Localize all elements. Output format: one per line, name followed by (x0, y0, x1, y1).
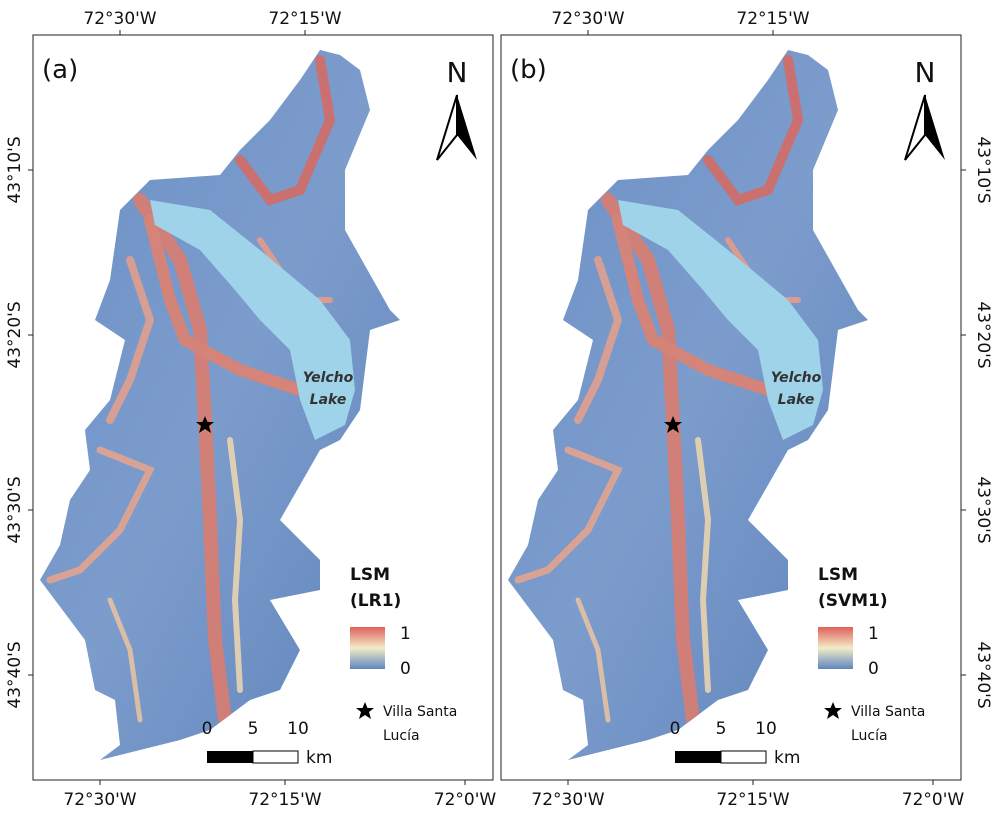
legend-max: 1 (400, 624, 411, 644)
north-label: N (447, 56, 468, 89)
panel-label: (b) (510, 55, 547, 85)
lat-tick-label: 43°10'S (973, 136, 993, 203)
legend-model: (SVM1) (818, 591, 888, 611)
town-label: Lucía (383, 728, 420, 744)
lat-tick-label: 43°30'S (973, 476, 993, 543)
north-arrow-right (457, 95, 477, 160)
lat-tick-label: 43°10'S (5, 136, 25, 203)
legend-model: (LR1) (350, 591, 401, 611)
scale-label: 5 (716, 719, 727, 739)
legend-star (824, 702, 842, 719)
lon-tick-label: 72°30'W (551, 9, 624, 29)
legend-title: LSM (350, 565, 390, 585)
lon-tick-label: 72°15'W (248, 790, 321, 810)
lake-label: Yelcho (771, 370, 822, 386)
lon-tick-label: 72°15'W (716, 790, 789, 810)
map-panel: (b) 72°30'W 72°15'W 72°30'W 72°15'W 72°0'W 43°… (498, 9, 993, 810)
lon-tick-label: 72°15'W (268, 9, 341, 29)
town-marker (196, 416, 214, 433)
lake-label: Yelcho (303, 370, 354, 386)
legend-min: 0 (868, 659, 879, 679)
scale-bar-black (207, 751, 253, 763)
lake-label: Lake (778, 392, 815, 408)
lon-tick-label: 72°0'W (902, 790, 965, 810)
lat-tick-label: 43°30'S (5, 476, 25, 543)
scale-unit: km (306, 748, 332, 768)
legend-max: 1 (868, 624, 879, 644)
panel-label: (a) (42, 55, 78, 85)
town-marker (664, 416, 682, 433)
scale-label: 0 (670, 719, 681, 739)
lat-tick-label: 43°40'S (973, 641, 993, 708)
legend-ramp (350, 627, 385, 669)
scale-bar-white (252, 750, 299, 764)
scale-label: 0 (202, 719, 213, 739)
scale-label: 5 (248, 719, 259, 739)
scale-unit: km (774, 748, 800, 768)
scale-bar-black (675, 751, 721, 763)
north-label: N (915, 56, 936, 89)
town-label: Villa Santa (851, 704, 925, 720)
scale-label: 10 (287, 719, 309, 739)
lon-tick-label: 72°30'W (531, 790, 604, 810)
lon-tick-label: 72°30'W (83, 9, 156, 29)
legend-ramp (818, 627, 853, 669)
lon-tick-label: 72°0'W (434, 790, 497, 810)
lat-tick-label: 43°20'S (5, 301, 25, 368)
scale-bar-white (720, 750, 767, 764)
lon-tick-label: 72°30'W (63, 790, 136, 810)
legend-min: 0 (400, 659, 411, 679)
town-label: Villa Santa (383, 704, 457, 720)
north-arrow-right (925, 95, 945, 160)
lat-tick-label: 43°20'S (973, 301, 993, 368)
map-panel: (a) 72°30'W 72°15'W 72°30'W 72°15'W 72°0'W 43°… (5, 9, 496, 810)
legend-star (356, 702, 374, 719)
town-label: Lucía (851, 728, 888, 744)
lat-tick-label: 43°40'S (5, 641, 25, 708)
lon-tick-label: 72°15'W (736, 9, 809, 29)
scale-label: 10 (755, 719, 777, 739)
legend-title: LSM (818, 565, 858, 585)
lake-label: Lake (310, 392, 347, 408)
